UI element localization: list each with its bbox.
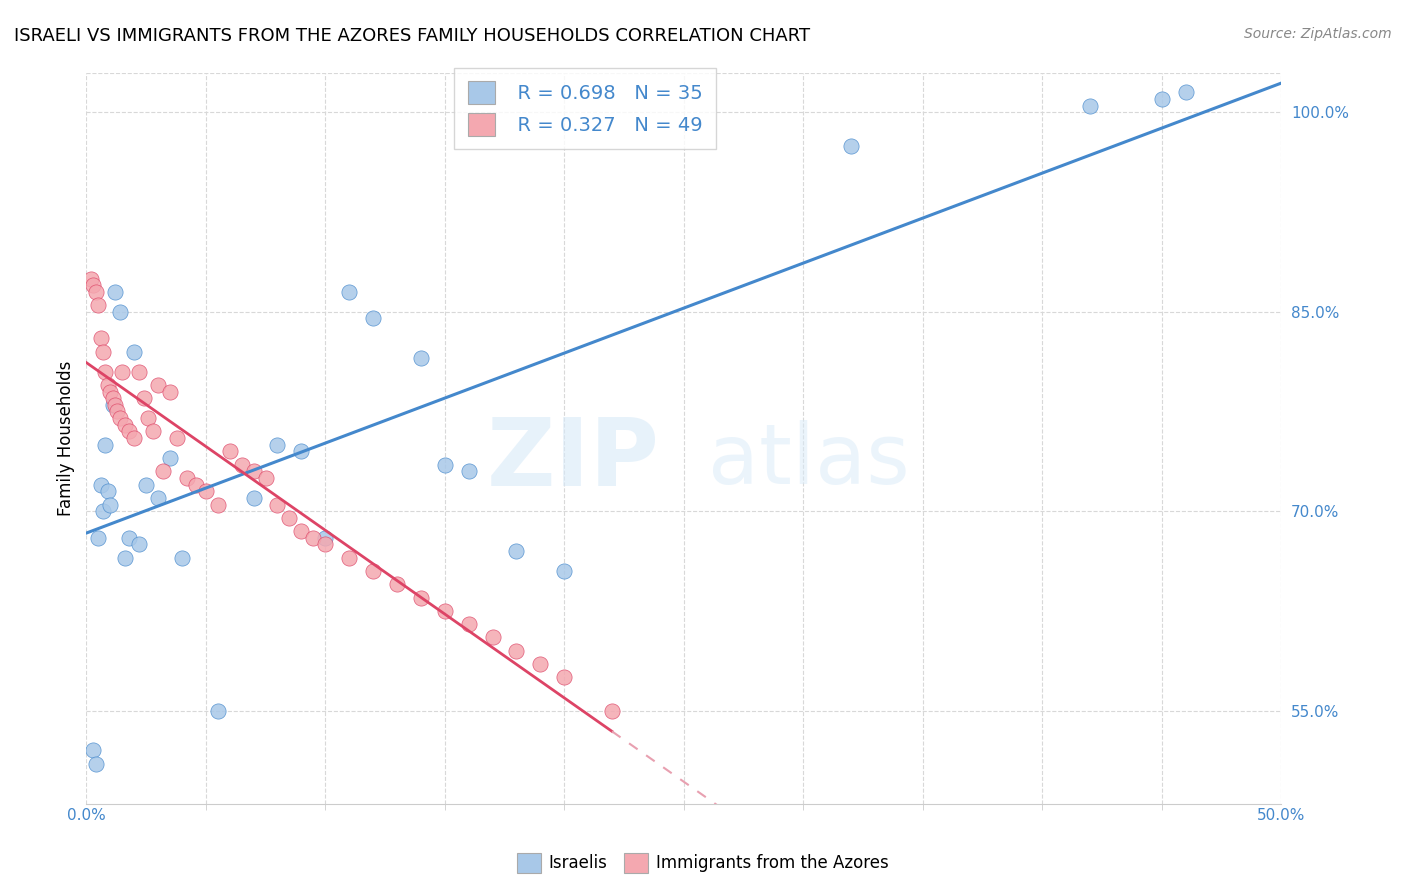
Point	[142, 425, 165, 439]
Point	[553, 564, 575, 578]
Point	[457, 617, 479, 632]
Point	[146, 491, 169, 505]
Point	[361, 564, 384, 578]
Point	[94, 438, 117, 452]
Point	[600, 704, 623, 718]
Point	[505, 644, 527, 658]
Point	[159, 384, 181, 399]
Point	[122, 344, 145, 359]
Point	[80, 271, 103, 285]
Point	[529, 657, 551, 671]
Point	[98, 384, 121, 399]
Point	[84, 756, 107, 771]
Point	[302, 531, 325, 545]
Point	[108, 305, 131, 319]
Point	[91, 344, 114, 359]
Point	[114, 417, 136, 432]
Point	[254, 471, 277, 485]
Point	[98, 498, 121, 512]
Point	[505, 544, 527, 558]
Point	[1150, 92, 1173, 106]
Point	[118, 531, 141, 545]
Point	[114, 550, 136, 565]
Point	[409, 591, 432, 605]
Point	[839, 138, 862, 153]
Point	[266, 438, 288, 452]
Y-axis label: Family Households: Family Households	[58, 360, 75, 516]
Point	[186, 477, 208, 491]
Point	[105, 404, 128, 418]
Point	[82, 743, 104, 757]
Point	[176, 471, 198, 485]
Point	[135, 477, 157, 491]
Point	[266, 498, 288, 512]
Point	[108, 411, 131, 425]
Point	[166, 431, 188, 445]
Point	[242, 491, 264, 505]
Point	[159, 450, 181, 465]
Point	[118, 425, 141, 439]
Point	[1174, 86, 1197, 100]
Point	[138, 411, 160, 425]
Point	[337, 550, 360, 565]
Point	[111, 365, 134, 379]
Point	[361, 311, 384, 326]
Point	[207, 704, 229, 718]
Point	[481, 631, 503, 645]
Point	[91, 504, 114, 518]
Point	[94, 365, 117, 379]
Point	[194, 484, 217, 499]
Point	[82, 278, 104, 293]
Point	[278, 511, 301, 525]
Point	[97, 484, 120, 499]
Point	[90, 331, 112, 345]
Point	[101, 398, 124, 412]
Point	[90, 477, 112, 491]
Point	[207, 498, 229, 512]
Legend: Israelis, Immigrants from the Azores: Israelis, Immigrants from the Azores	[510, 847, 896, 880]
Point	[146, 378, 169, 392]
Point	[87, 531, 110, 545]
Point	[1078, 99, 1101, 113]
Point	[457, 464, 479, 478]
Point	[314, 537, 336, 551]
Point	[84, 285, 107, 299]
Point	[104, 285, 127, 299]
Point	[101, 391, 124, 405]
Point	[314, 531, 336, 545]
Point	[290, 524, 312, 538]
Point	[231, 458, 253, 472]
Point	[290, 444, 312, 458]
Point	[104, 398, 127, 412]
Point	[242, 464, 264, 478]
Text: ZIP: ZIP	[486, 414, 659, 506]
Point	[132, 391, 155, 405]
Point	[433, 604, 456, 618]
Point	[433, 458, 456, 472]
Legend:   R = 0.698   N = 35,   R = 0.327   N = 49: R = 0.698 N = 35, R = 0.327 N = 49	[454, 68, 717, 150]
Text: Source: ZipAtlas.com: Source: ZipAtlas.com	[1244, 27, 1392, 41]
Point	[128, 365, 150, 379]
Point	[409, 351, 432, 366]
Point	[152, 464, 174, 478]
Point	[385, 577, 408, 591]
Text: atlas: atlas	[707, 419, 910, 500]
Text: ISRAELI VS IMMIGRANTS FROM THE AZORES FAMILY HOUSEHOLDS CORRELATION CHART: ISRAELI VS IMMIGRANTS FROM THE AZORES FA…	[14, 27, 810, 45]
Point	[337, 285, 360, 299]
Point	[97, 378, 120, 392]
Point	[87, 298, 110, 312]
Point	[170, 550, 193, 565]
Point	[218, 444, 240, 458]
Point	[122, 431, 145, 445]
Point	[128, 537, 150, 551]
Point	[553, 670, 575, 684]
